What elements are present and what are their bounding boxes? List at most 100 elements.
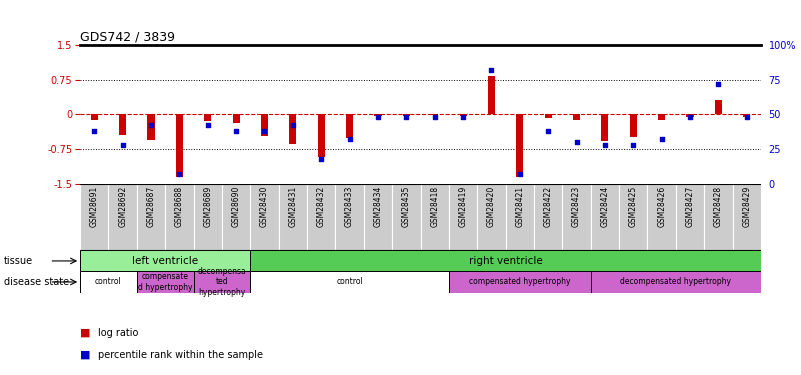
Bar [250,251,761,272]
Bar [488,76,495,114]
Point [570,139,583,145]
Point [372,114,384,120]
Point [173,171,186,177]
Bar [743,114,751,117]
Bar [704,184,733,250]
Text: decompensated hypertrophy: decompensated hypertrophy [620,278,731,286]
Bar [137,272,194,292]
Bar [176,114,183,177]
Bar [733,184,761,250]
Text: GSM28688: GSM28688 [175,186,184,227]
Text: GSM28426: GSM28426 [657,186,666,227]
Text: GSM28420: GSM28420 [487,186,496,227]
Text: tissue: tissue [4,256,33,266]
Bar [137,184,165,250]
Text: GSM28691: GSM28691 [90,186,99,227]
Bar [250,272,449,292]
Text: decompensa
ted
hypertrophy: decompensa ted hypertrophy [198,267,247,297]
Point [230,128,243,134]
Bar [232,114,239,123]
Point [429,114,441,120]
Text: GSM28689: GSM28689 [203,186,212,227]
Text: GSM28431: GSM28431 [288,186,297,227]
Bar [336,184,364,250]
Bar [534,184,562,250]
Bar [392,184,421,250]
Point [655,136,668,142]
Bar [204,114,211,121]
Bar [647,184,676,250]
Text: GSM28430: GSM28430 [260,186,269,227]
Point [201,122,214,128]
Text: ■: ■ [80,327,91,338]
Bar [147,114,155,140]
Point [598,142,611,148]
Bar [676,184,704,250]
Bar [250,184,279,250]
Bar [590,272,761,292]
Bar [222,184,250,250]
Text: control: control [95,278,122,286]
Text: GSM28422: GSM28422 [544,186,553,227]
Bar [194,272,250,292]
Text: GSM28687: GSM28687 [147,186,155,227]
Bar [658,114,665,120]
Text: control: control [336,278,363,286]
Text: GSM28429: GSM28429 [743,186,751,227]
Point [712,81,725,87]
Point [485,67,498,73]
Bar [279,184,307,250]
Text: GSM28432: GSM28432 [316,186,326,227]
Bar [108,184,137,250]
Bar [374,114,381,116]
Bar [261,114,268,136]
Bar [421,184,449,250]
Bar [449,184,477,250]
Bar [573,114,580,120]
Bar [449,272,590,292]
Point [343,136,356,142]
Point [627,142,640,148]
Bar [619,184,647,250]
Point [513,171,526,177]
Bar [346,114,353,138]
Bar [545,114,552,118]
Bar [602,114,609,141]
Bar [562,184,590,250]
Bar [289,114,296,144]
Point [740,114,753,120]
Bar [307,184,336,250]
Point [683,114,696,120]
Point [287,122,300,128]
Bar [119,114,127,135]
Bar [686,114,694,117]
Bar [318,114,324,157]
Text: GSM28692: GSM28692 [119,186,127,227]
Text: GSM28418: GSM28418 [430,186,439,227]
Text: percentile rank within the sample: percentile rank within the sample [98,350,263,360]
Bar [80,272,137,292]
Bar [364,184,392,250]
Text: left ventricle: left ventricle [132,256,199,266]
Point [541,128,554,134]
Text: GSM28434: GSM28434 [373,186,382,227]
Text: disease state: disease state [4,277,69,287]
Bar [165,184,194,250]
Text: GSM28419: GSM28419 [459,186,468,227]
Bar [477,184,505,250]
Bar [403,114,410,116]
Point [258,128,271,134]
Text: right ventricle: right ventricle [469,256,542,266]
Bar [630,114,637,137]
Bar [505,184,534,250]
Text: GSM28433: GSM28433 [345,186,354,227]
Text: compensate
d hypertrophy: compensate d hypertrophy [138,272,192,292]
Text: GSM28428: GSM28428 [714,186,723,227]
Bar [714,99,722,114]
Bar [80,184,108,250]
Text: GSM28427: GSM28427 [686,186,694,227]
Bar [517,114,523,177]
Text: GSM28421: GSM28421 [515,186,525,227]
Bar [91,114,98,120]
Text: GSM28424: GSM28424 [601,186,610,227]
